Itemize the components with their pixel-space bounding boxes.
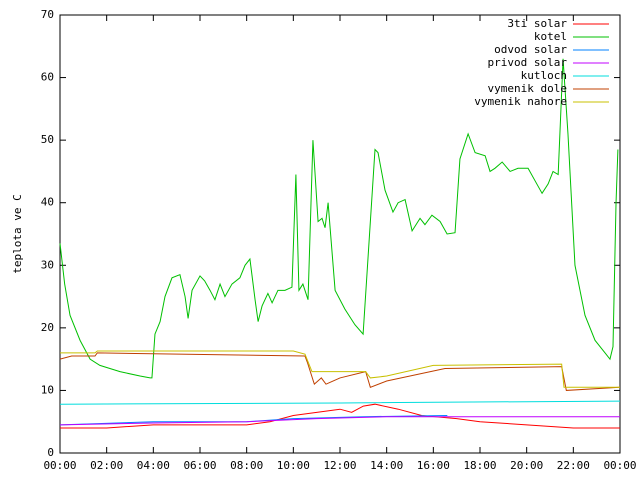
y-tick-label: 0 <box>47 446 54 459</box>
x-tick-label: 04:00 <box>137 459 170 472</box>
legend-label: kutloch <box>521 69 567 82</box>
legend-label: vymenik dole <box>488 82 567 95</box>
x-tick-label: 18:00 <box>463 459 496 472</box>
x-tick-label: 22:00 <box>557 459 590 472</box>
series-line <box>59 352 621 391</box>
y-tick-label: 40 <box>41 196 54 209</box>
series-line <box>59 58 619 379</box>
x-tick-label: 20:00 <box>510 459 543 472</box>
legend-label: vymenik nahore <box>474 95 567 108</box>
plot-border <box>59 14 621 454</box>
series-line <box>59 416 620 426</box>
y-tick-label: 70 <box>41 8 54 21</box>
legend-label: odvod solar <box>494 43 567 56</box>
legend-label: 3ti solar <box>507 17 567 30</box>
x-tick-label: 00:00 <box>43 459 76 472</box>
x-tick-label: 02:00 <box>90 459 123 472</box>
x-tick-label: 08:00 <box>230 459 263 472</box>
y-tick-label: 30 <box>41 258 54 271</box>
y-tick-label: 20 <box>41 321 54 334</box>
x-tick-label: 14:00 <box>370 459 403 472</box>
y-tick-label: 60 <box>41 71 54 84</box>
series-line <box>59 400 621 405</box>
y-tick-label: 10 <box>41 383 54 396</box>
series-line <box>60 403 620 429</box>
legend-label: privod solar <box>488 56 568 69</box>
legend-label: kotel <box>534 30 567 43</box>
x-tick-label: 06:00 <box>183 459 216 472</box>
x-tick-label: 00:00 <box>603 459 636 472</box>
y-tick-label: 50 <box>41 133 54 146</box>
x-tick-label: 16:00 <box>417 459 450 472</box>
x-tick-label: 10:00 <box>277 459 310 472</box>
y-axis-label: teplota ve C <box>11 194 24 273</box>
x-tick-label: 12:00 <box>323 459 356 472</box>
series-line <box>60 350 620 388</box>
